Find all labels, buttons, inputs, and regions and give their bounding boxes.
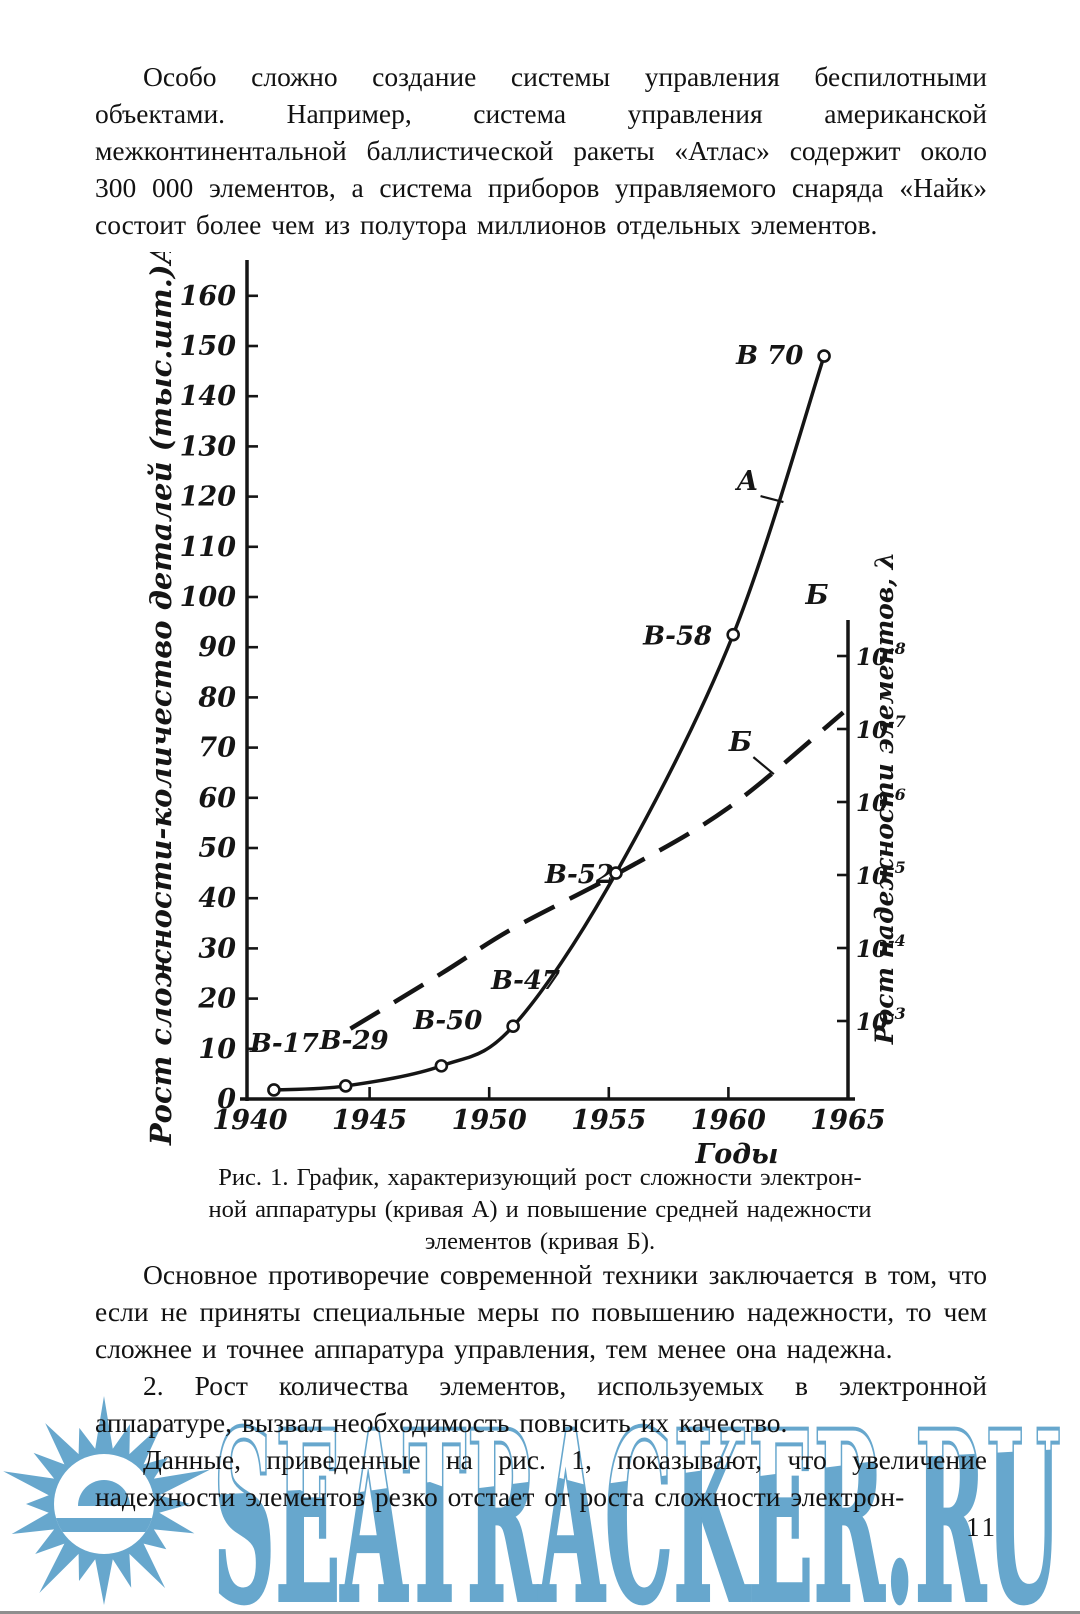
data-point-label: В-52 xyxy=(544,860,614,890)
left-axis-tick-label: 10 xyxy=(198,1034,236,1065)
data-point-label: В-29 xyxy=(319,1026,389,1056)
annotation-leader xyxy=(752,756,775,776)
page-number: 11 xyxy=(966,1512,998,1542)
curve-annotation: Б xyxy=(728,727,752,758)
data-point-label: В-47 xyxy=(490,966,560,996)
intro-paragraph-block: Особо сложно создание системы управления… xyxy=(95,58,987,243)
left-axis-tick-label: 150 xyxy=(180,331,237,362)
left-axis-tick-label: 160 xyxy=(180,281,237,312)
seatracker-watermark: SEATRACKER.RU SEATRACKER.RU xyxy=(3,1394,1063,1614)
curve-b-dashed xyxy=(349,710,845,1031)
body-paragraph-block: Основное противоречие современной техник… xyxy=(95,1256,987,1515)
curve-annotation: А xyxy=(735,466,759,497)
data-point-marker xyxy=(338,1079,353,1093)
caption-line-1: Рис. 1. График, характеризующий рост сло… xyxy=(218,1164,862,1191)
annotation-leader xyxy=(760,495,784,504)
left-axis-tick-label: 80 xyxy=(197,682,236,713)
right-axis-title: Рост надежности элементов, λ xyxy=(870,552,899,1045)
right-axis-tick-label: 10-4 xyxy=(856,931,906,963)
left-axis-tick-label: 130 xyxy=(180,431,237,462)
right-axis-tick-label: 10-5 xyxy=(856,858,906,890)
left-axis-title: Рост сложности-количество деталей (тыс.ш… xyxy=(144,252,178,1146)
left-axis-tick-label: 120 xyxy=(180,482,237,513)
data-point-label: В 70 xyxy=(735,341,803,371)
right-axis-name: Б xyxy=(804,580,828,611)
sun-logo-dome xyxy=(78,1480,130,1506)
left-axis-tick-label: 140 xyxy=(180,381,237,412)
curve-a-solid xyxy=(273,355,826,1092)
paragraph-atlas-nike: Особо сложно создание системы управления… xyxy=(95,61,987,240)
right-axis-tick-label: 10-8 xyxy=(856,639,906,671)
data-point-marker xyxy=(726,627,740,642)
x-axis-tick-label: 1965 xyxy=(810,1105,885,1136)
left-axis-tick-label: 30 xyxy=(198,933,236,964)
left-axis-tick-label: 40 xyxy=(198,883,236,914)
figure-caption: Рис. 1. График, характеризующий рост сло… xyxy=(160,1162,920,1258)
caption-line-2: ной аппаратуры (кривая А) и повышение ср… xyxy=(208,1196,872,1223)
data-point-label: В-50 xyxy=(412,1006,482,1036)
left-axis-tick-label: 0 xyxy=(217,1084,236,1115)
left-axis-tick-label: 70 xyxy=(198,733,236,764)
right-axis-tick-label: 10-7 xyxy=(856,712,906,744)
data-point-label: В-58 xyxy=(642,622,712,652)
x-axis-tick-label: 1960 xyxy=(691,1105,766,1136)
data-point-marker xyxy=(434,1059,449,1073)
left-axis-tick-label: 110 xyxy=(180,532,237,563)
caption-line-3: элементов (кривая Б). xyxy=(424,1228,656,1255)
left-axis-tick-label: 60 xyxy=(198,783,236,814)
data-point-marker xyxy=(609,866,623,880)
x-axis-tick-label: 1940 xyxy=(212,1105,287,1136)
x-axis-title: Годы xyxy=(695,1139,779,1170)
paragraph-contradiction: Основное противоречие современной техник… xyxy=(95,1259,987,1364)
left-axis-tick-label: 90 xyxy=(198,632,236,663)
data-point-marker xyxy=(267,1083,281,1097)
paragraph-element-growth: 2. Рост количества элементов, используем… xyxy=(95,1370,987,1438)
left-axis-tick-label: 50 xyxy=(198,833,236,864)
x-axis-tick-label: 1950 xyxy=(452,1105,527,1136)
x-axis-tick-label: 1945 xyxy=(332,1105,407,1136)
watermark-text-outline: SEATRACKER.RU xyxy=(213,1394,1061,1614)
data-point-marker xyxy=(817,349,831,363)
left-axis-tick-label: 20 xyxy=(197,984,236,1015)
right-axis-tick-label: 10-6 xyxy=(856,785,906,817)
figure-1-chart: 0 10 20 30 40 50 60 70 80 90 100 110 120 130 140 150 160… xyxy=(144,252,906,1170)
paragraph-fig1-data: Данные, приведенные на рис. 1, показываю… xyxy=(95,1444,987,1512)
left-axis-tick-label: 100 xyxy=(180,582,237,613)
sun-logo-sea xyxy=(56,1518,152,1532)
scan-bottom-edge xyxy=(0,1611,1080,1614)
data-point-marker xyxy=(506,1019,520,1034)
right-axis-tick-label: 10-3 xyxy=(856,1004,906,1036)
x-axis-tick-label: 1955 xyxy=(571,1105,646,1136)
data-point-label: В-17 xyxy=(249,1029,319,1059)
